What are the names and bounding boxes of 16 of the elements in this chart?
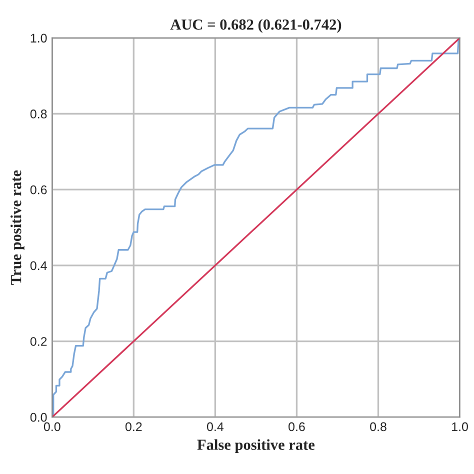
- y-tick-label: 0.4: [30, 261, 47, 270]
- line-series: [52, 38, 460, 418]
- y-axis-title: True positive rate: [10, 170, 24, 285]
- x-axis-title: False positive rate: [197, 439, 315, 454]
- x-tick-label: 0.6: [288, 422, 305, 432]
- y-tick-label: 0.2: [30, 337, 47, 346]
- x-tick-label: 1.0: [452, 422, 468, 432]
- y-tick-label: 0.8: [30, 110, 47, 118]
- y-tick-label: 1.0: [30, 34, 47, 43]
- x-tick-label: 0.8: [370, 422, 386, 432]
- y-tick-label: 0.0: [30, 412, 47, 422]
- chart-title: AUC = 0.682 (0.621-0.742): [170, 18, 342, 33]
- y-tick-label: 0.6: [30, 185, 47, 194]
- x-tick-label: 0.0: [44, 422, 60, 432]
- x-tick-label: 0.2: [125, 422, 142, 432]
- x-tick-label: 0.4: [206, 422, 224, 432]
